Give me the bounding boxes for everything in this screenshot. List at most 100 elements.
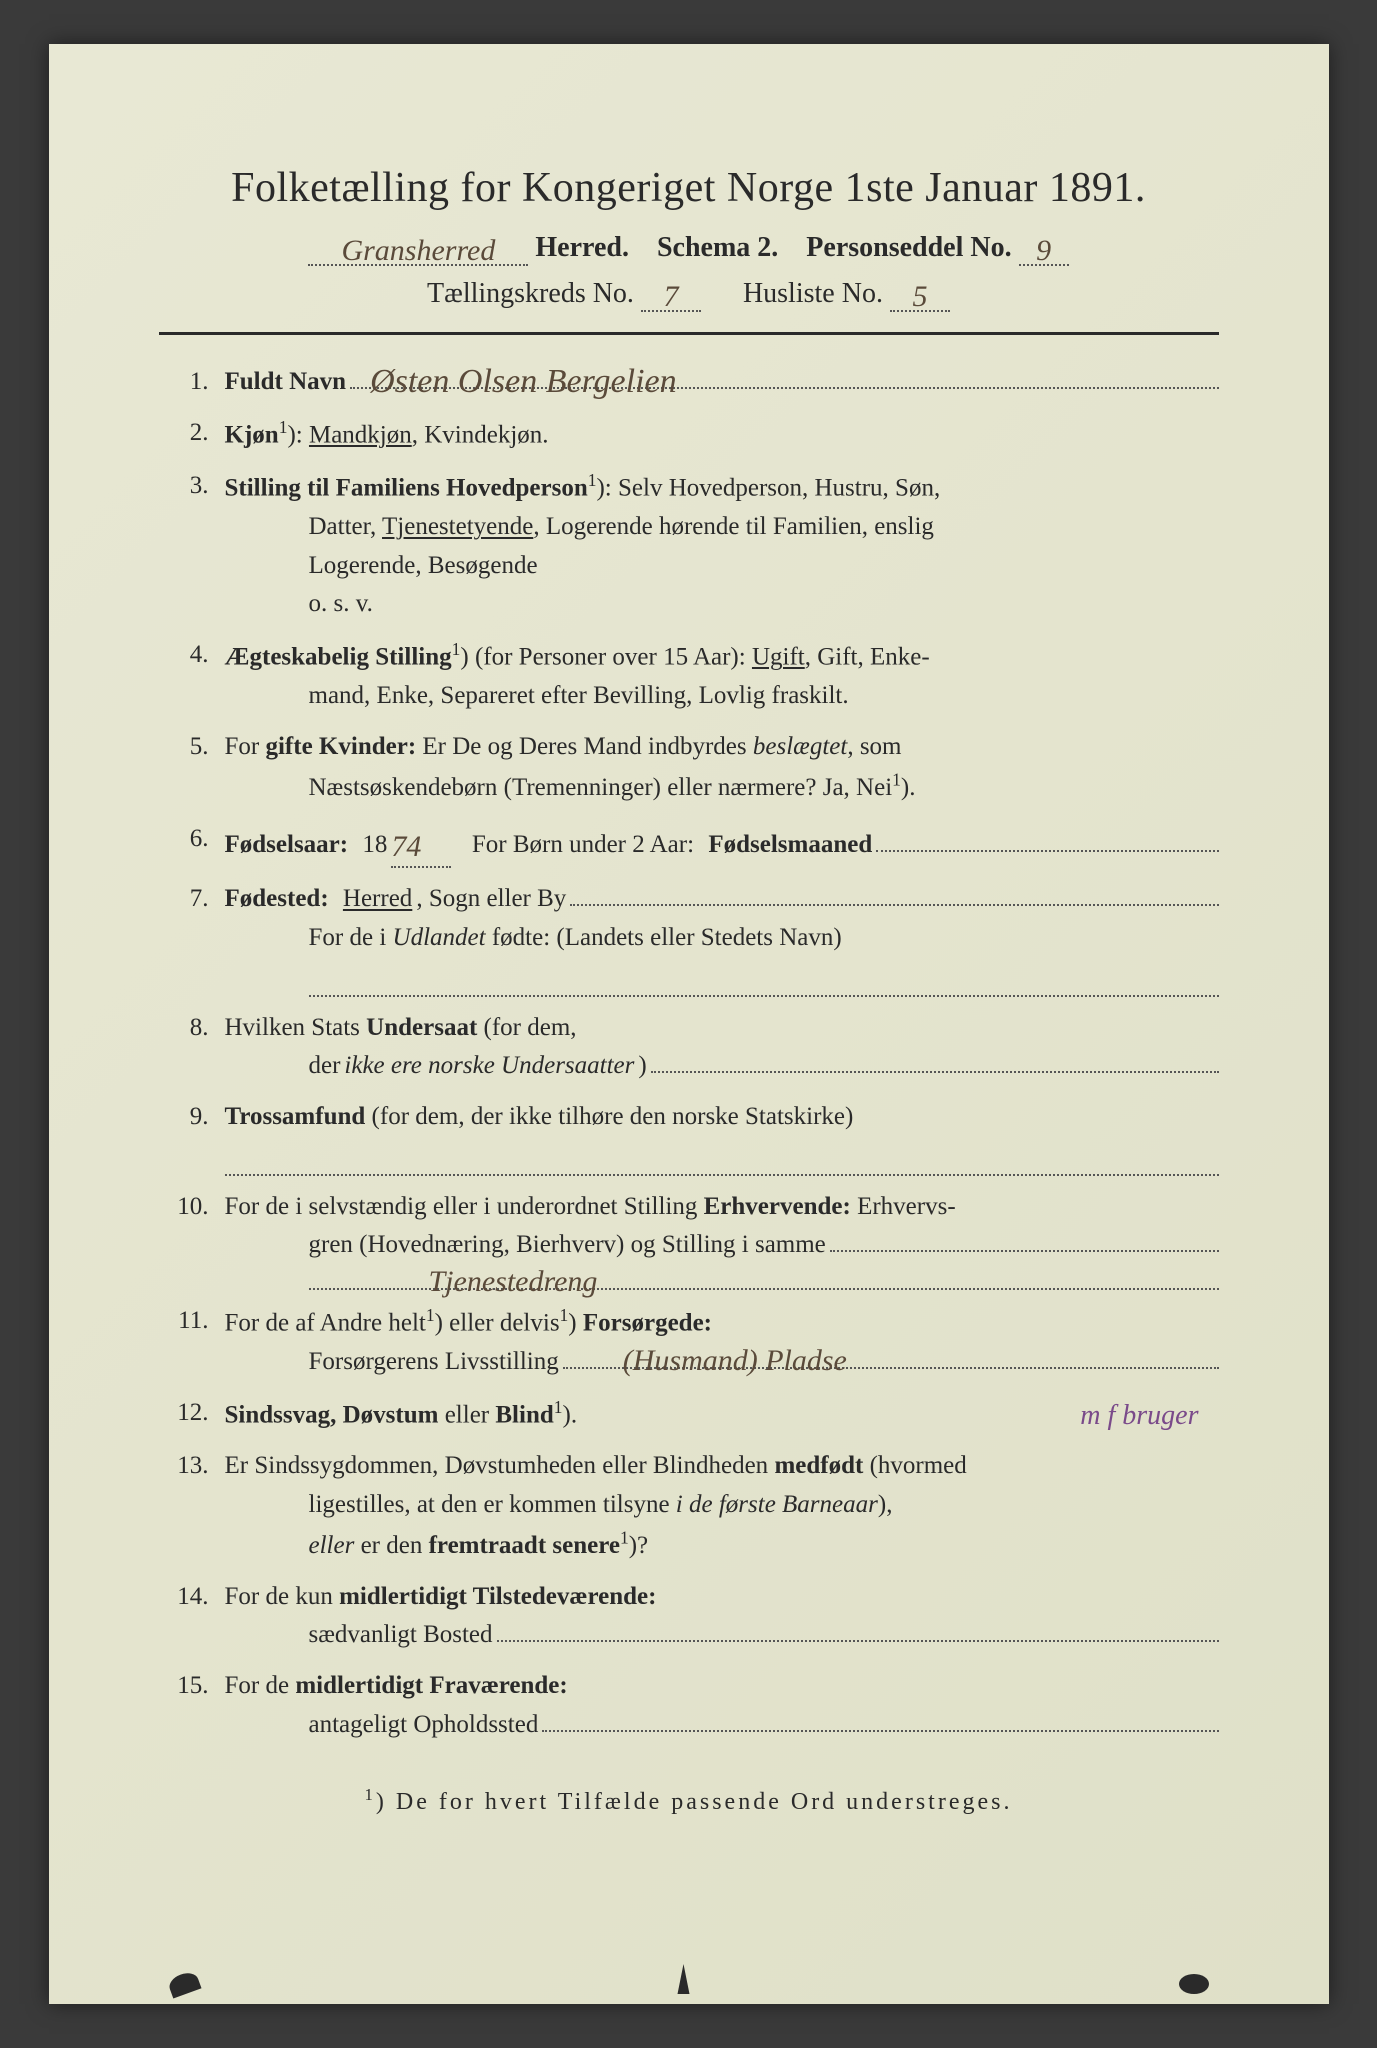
- annotation-purple: m f bruger: [1080, 1394, 1198, 1437]
- herred-label: Herred.: [535, 232, 629, 263]
- item-15: 15. For de midlertidigt Fraværende: anta…: [169, 1667, 1219, 1745]
- t: eller: [438, 1401, 495, 1428]
- item-num: 1.: [169, 363, 225, 402]
- text-line2: mand, Enke, Separeret efter Bevilling, L…: [225, 682, 849, 709]
- t: Hvilken Stats: [225, 1014, 367, 1041]
- item-num: 6.: [169, 820, 225, 869]
- t: ).: [563, 1401, 578, 1428]
- text-line3: Logerende, Besøgende: [225, 552, 538, 579]
- item-5: 5. For gifte Kvinder: Er De og Deres Man…: [169, 728, 1219, 808]
- sup-1: 1: [452, 639, 461, 659]
- t: sædvanligt Bosted: [309, 1616, 493, 1655]
- footnote-text: ) De for hvert Tilfælde passende Ord und…: [376, 1789, 1013, 1815]
- label-kjon: Kjøn: [225, 421, 279, 448]
- sup-1: 1: [279, 417, 288, 437]
- label-trossamfund: Trossamfund: [225, 1103, 366, 1130]
- header-line-2: Tællingskreds No. 7 Husliste No. 5: [159, 276, 1219, 312]
- dotted-line: [309, 967, 1219, 997]
- t: (hvormed: [863, 1452, 966, 1479]
- item-7: 7. Fødested: Herred, Sogn eller By For d…: [169, 880, 1219, 996]
- t: antageligt Opholdssted: [309, 1706, 539, 1745]
- name-value: Østen Olsen Bergelien: [370, 356, 677, 409]
- items-list: 1. Fuldt Navn Østen Olsen Bergelien 2. K…: [159, 363, 1219, 1745]
- year-prefix: 18: [362, 826, 387, 865]
- item-num: 14.: [169, 1578, 225, 1656]
- item-6: 6. Fødselsaar: 1874 For Børn under 2 Aar…: [169, 820, 1219, 869]
- herred-underlined: Herred: [343, 880, 412, 919]
- item-2: 2. Kjøn1): Mandkjøn, Kvindekjøn.: [169, 414, 1219, 455]
- label-fodested: Fødested:: [225, 880, 329, 919]
- item-num: 12.: [169, 1394, 225, 1435]
- t: ) eller delvis: [435, 1309, 560, 1336]
- label-fodselsmaaned: Fødselsmaaned: [708, 826, 872, 865]
- text-line4: o. s. v.: [225, 590, 373, 617]
- label-blind: Blind: [495, 1401, 553, 1428]
- occupation-value: Tjenestedreng: [429, 1259, 598, 1306]
- footnote: 1) De for hvert Tilfælde passende Ord un…: [159, 1785, 1219, 1816]
- t: For Børn under 2 Aar:: [472, 826, 694, 865]
- label-fodselsaar: Fødselsaar:: [225, 826, 349, 865]
- t: For de i selvstændig eller i underordnet…: [225, 1193, 704, 1220]
- t: Erhvervs-: [851, 1193, 956, 1220]
- census-form-page: Folketælling for Kongeriget Norge 1ste J…: [49, 44, 1329, 2004]
- footnote-sup: 1: [365, 1785, 376, 1804]
- label-sindssvag: Sindssvag, Døvstum: [225, 1401, 439, 1428]
- item-13: 13. Er Sindssygdommen, Døvstumheden elle…: [169, 1447, 1219, 1566]
- item-12: 12. Sindssvag, Døvstum eller Blind1). m …: [169, 1394, 1219, 1435]
- t: , som: [847, 733, 901, 760]
- t: For de: [225, 1672, 296, 1699]
- kreds-label: Tællingskreds No.: [427, 278, 634, 309]
- kreds-no: 7: [663, 280, 678, 313]
- beslaegtet: beslægtet: [753, 733, 847, 760]
- t: Er Sindssygdommen, Døvstumheden eller Bl…: [225, 1452, 775, 1479]
- item-num: 2.: [169, 414, 225, 455]
- item-num: 7.: [169, 880, 225, 996]
- item-num: 3.: [169, 467, 225, 624]
- schema-label: Schema 2.: [657, 232, 778, 263]
- t: (for dem,: [477, 1014, 576, 1041]
- husliste-label: Husliste No.: [743, 278, 883, 309]
- husliste-no: 5: [912, 280, 927, 313]
- dotted-line: [225, 1146, 1219, 1176]
- mandkjon-underlined: Mandkjøn: [309, 421, 412, 448]
- t: For: [225, 733, 266, 760]
- header-line-1: Gransherred Herred. Schema 2. Personsedd…: [159, 230, 1219, 266]
- line3: eller er den fremtraadt senere1)?: [225, 1532, 649, 1559]
- label-medfodt: medfødt: [774, 1452, 863, 1479]
- header-rule: [159, 332, 1219, 335]
- item-8: 8. Hvilken Stats Undersaat (for dem, der…: [169, 1009, 1219, 1087]
- item-9: 9. Trossamfund (for dem, der ikke tilhør…: [169, 1098, 1219, 1176]
- paper-tear-icon: [1179, 1974, 1209, 1994]
- line2: ligestilles, at den er kommen tilsyne i …: [225, 1491, 893, 1518]
- label-fuldt-navn: Fuldt Navn: [225, 363, 347, 402]
- item-num: 8.: [169, 1009, 225, 1087]
- label-undersaat: Undersaat: [366, 1014, 477, 1041]
- text-line2: Næstsøskendebørn (Tremenninger) eller næ…: [225, 774, 916, 801]
- label-stilling: Stilling til Familiens Hovedperson: [225, 474, 588, 501]
- personseddel-label: Personseddel No.: [806, 232, 1011, 263]
- item-14: 14. For de kun midlertidigt Tilstedevære…: [169, 1578, 1219, 1656]
- text-line2: For de i Udlandet fødte: (Landets eller …: [225, 919, 1219, 958]
- birth-year: 74: [391, 830, 421, 863]
- item-num: 5.: [169, 728, 225, 808]
- t: For de af Andre helt: [225, 1309, 426, 1336]
- item-10: 10. For de i selvstændig eller i underor…: [169, 1188, 1219, 1291]
- label-erhvervende: Erhvervende:: [704, 1193, 851, 1220]
- t: ): [568, 1309, 583, 1336]
- t: Er De og Deres Mand indbyrdes: [416, 733, 753, 760]
- item-num: 15.: [169, 1667, 225, 1745]
- label-aegteskab: Ægteskabelig Stilling: [225, 643, 452, 670]
- paper-tear-icon: [669, 1964, 699, 1994]
- text-line2: Datter, Tjenestetyende, Logerende hørend…: [225, 513, 934, 540]
- item-num: 11.: [169, 1302, 225, 1382]
- item-num: 13.: [169, 1447, 225, 1566]
- form-title: Folketælling for Kongeriget Norge 1ste J…: [159, 164, 1219, 212]
- herred-name-hw: Gransherred: [341, 234, 495, 267]
- label-forsorgede: Forsørgede:: [583, 1309, 712, 1336]
- provider-value: (Husmand) Pladse: [623, 1338, 847, 1385]
- label-fravaerende: midlertidigt Fraværende:: [295, 1672, 567, 1699]
- t: (for dem, der ikke tilhøre den norske St…: [365, 1103, 853, 1130]
- label-gifte: gifte Kvinder:: [265, 733, 416, 760]
- item-11: 11. For de af Andre helt1) eller delvis1…: [169, 1302, 1219, 1382]
- ugift-underlined: Ugift: [752, 643, 805, 670]
